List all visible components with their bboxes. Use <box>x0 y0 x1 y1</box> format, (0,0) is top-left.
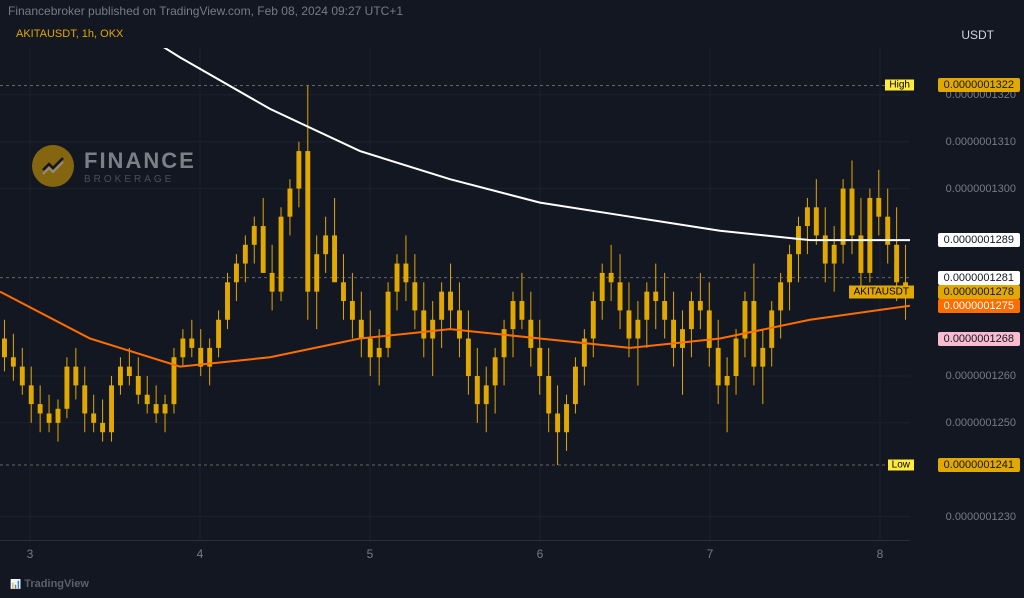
time-tick: 5 <box>367 547 374 561</box>
price-level-box: 0.0000001278 <box>938 285 1020 299</box>
price-level-box: 0.0000001268 <box>938 332 1020 346</box>
price-tick: 0.0000001260 <box>946 370 1016 382</box>
time-tick: 3 <box>27 547 34 561</box>
price-tick: 0.0000001230 <box>946 511 1016 523</box>
publisher-text: Financebroker published on TradingView.c… <box>8 4 403 18</box>
price-level-box: 0.0000001322 <box>938 78 1020 92</box>
price-tick: 0.0000001300 <box>946 183 1016 195</box>
logo-title: FINANCE <box>84 148 196 174</box>
time-tick: 6 <box>537 547 544 561</box>
price-tick: 0.0000001310 <box>946 136 1016 148</box>
high-tag: High <box>885 80 914 91</box>
price-level-box: 0.0000001281 <box>938 271 1020 285</box>
tradingview-credit: 📊 TradingView <box>10 578 89 590</box>
time-tick: 4 <box>197 547 204 561</box>
price-level-box: 0.0000001275 <box>938 299 1020 313</box>
price-level-box: 0.0000001289 <box>938 233 1020 247</box>
price-level-box: 0.0000001241 <box>938 458 1020 472</box>
price-axis[interactable]: 0.00000013200.00000013100.00000013000.00… <box>910 48 1024 540</box>
watermark-logo: FINANCE BROKERAGE <box>32 145 196 187</box>
logo-subtitle: BROKERAGE <box>84 174 196 185</box>
time-axis[interactable]: 3 4 5 6 7 8 <box>0 540 910 568</box>
logo-text: FINANCE BROKERAGE <box>84 148 196 185</box>
currency-label: USDT <box>961 28 994 42</box>
ticker-tag: AKITAUSDT <box>849 285 914 298</box>
time-tick: 7 <box>707 547 714 561</box>
symbol-label: AKITAUSDT, 1h, OKX <box>16 28 123 40</box>
low-tag: Low <box>888 460 914 471</box>
logo-icon <box>32 145 74 187</box>
price-tick: 0.0000001250 <box>946 417 1016 429</box>
chart-area[interactable] <box>0 48 910 540</box>
time-tick: 8 <box>877 547 884 561</box>
chart-svg <box>0 48 910 540</box>
